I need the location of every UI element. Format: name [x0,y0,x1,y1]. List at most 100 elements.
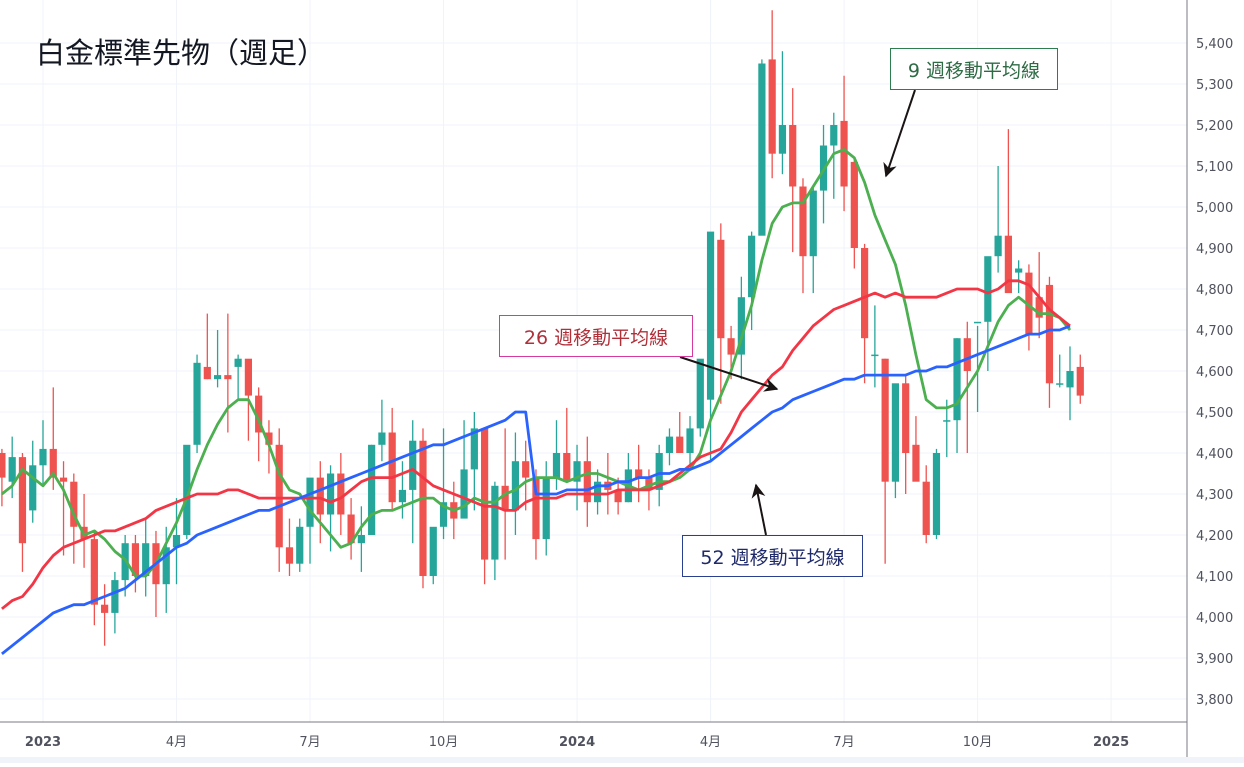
candle-body [984,256,992,322]
candle-body [727,338,735,355]
candle [1056,354,1064,388]
arrow-ma52 [751,483,767,536]
candle-body [0,453,6,478]
ma52-callout: 52 週移動平均線 [682,535,863,577]
candle [737,276,745,380]
annotation-arrows [679,89,916,536]
candle-body [1025,272,1033,335]
candle [624,453,632,503]
grid-lines [0,0,1187,722]
candle-body [347,514,355,544]
candle-body [973,321,982,324]
candle-body [501,485,509,511]
x-tick-label: 7月 [299,735,320,750]
candle [881,358,889,564]
candle-body [840,120,848,187]
candle [778,51,787,175]
candle [337,453,345,535]
candle-body [70,481,78,527]
candle [861,243,869,384]
candle-body [388,432,396,503]
candle [244,358,252,441]
candle-body [224,375,232,380]
candle-body [39,448,47,466]
candle-body [953,338,961,421]
candle-body [470,428,478,470]
arrow-ma9 [883,89,916,178]
y-tick-label: 4,200 [1196,529,1233,544]
candle-body [183,444,191,535]
candle [758,59,766,236]
y-tick-label: 5,300 [1196,78,1233,93]
candle [511,432,520,535]
candle-body [573,461,581,482]
candle-body [522,461,530,478]
candle-body [337,473,345,515]
candle [347,498,355,560]
candle-body [737,297,745,355]
candle [799,178,807,294]
candle [922,465,930,544]
candle [1045,276,1054,408]
candle-body [861,248,869,339]
candle [1076,354,1084,404]
candle-body [758,63,766,236]
candle-body [49,448,57,478]
y-tick-label: 4,500 [1196,406,1233,421]
candle [676,412,684,453]
x-tick-label: 7月 [833,735,854,750]
candle [296,518,304,572]
candle [59,461,68,556]
candle-body [696,358,704,429]
candle-body [213,375,222,380]
candle [984,256,992,371]
candle [388,407,396,511]
candle [357,506,365,572]
candle [1004,129,1012,294]
candle [429,526,437,585]
y-tick-label: 5,400 [1196,37,1233,52]
bottom-strip [0,757,1244,763]
candle-body [101,604,109,613]
candle-body [439,502,448,527]
candle [29,440,37,523]
candle [1025,264,1033,351]
candle-body [29,465,37,511]
candle [1066,346,1074,421]
candle-body [90,539,98,605]
candle [234,354,242,400]
candle-body [255,395,263,433]
candle-body [398,489,407,503]
candle [8,436,16,499]
candle [912,416,920,482]
candle-body [665,436,674,453]
candle [768,10,776,179]
candle-body [768,59,776,154]
ma-line-9 [1,148,1072,578]
candle [193,354,201,453]
candle-body [532,477,540,540]
candle [891,383,900,499]
candle [1015,260,1023,294]
candle [635,444,643,503]
candle-body [891,383,900,482]
candle [470,412,478,511]
y-tick-label: 5,000 [1196,201,1233,216]
candle-body [552,453,561,478]
candle-body [326,473,335,515]
candle-body [542,477,550,540]
candle [542,461,550,556]
candle [419,428,427,589]
candle [686,416,694,466]
x-tick-label: 10月 [429,735,459,750]
candle [655,444,663,507]
candle-body [59,477,68,482]
candle-body [563,453,571,482]
y-tick-label: 4,600 [1196,365,1233,380]
candle [491,481,499,581]
candle-body [306,477,314,527]
y-tick-label: 3,900 [1196,652,1233,667]
